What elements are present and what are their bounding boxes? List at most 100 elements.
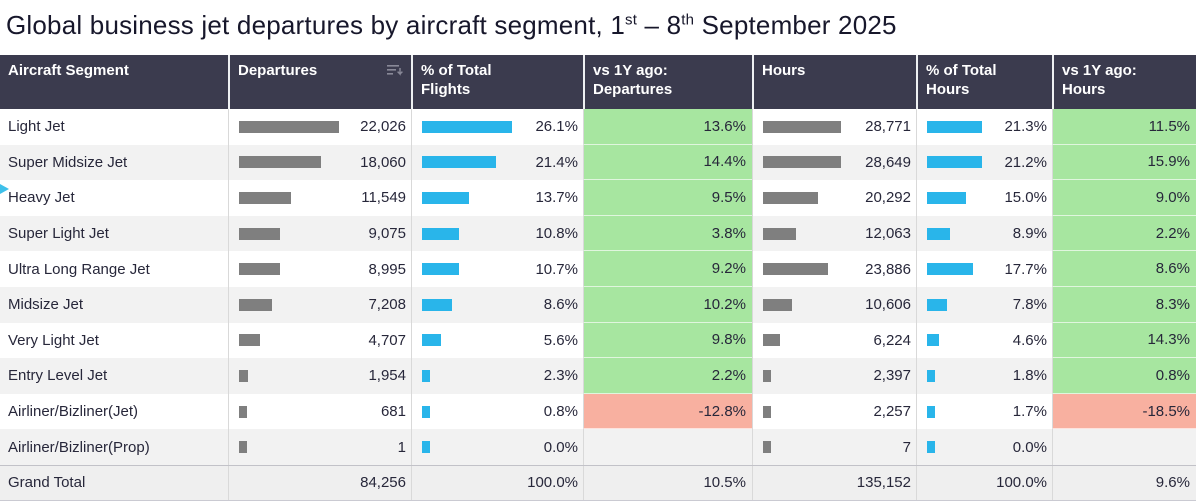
title-superscript: st: [625, 11, 638, 29]
grand-total-vs-departures-cell: 10.5%: [583, 465, 752, 500]
table-row[interactable]: Entry Level Jet 1,954 2.3% 2.2% 2,397 1.8% 0.8…: [0, 358, 1196, 394]
vs-1y-hours-cell-value: -18.5%: [1142, 402, 1190, 420]
table-row[interactable]: Midsize Jet 7,208 8.6% 10.2% 10,606 7.8% 8.3%: [0, 286, 1196, 323]
table-row[interactable]: Light Jet 22,026 26.1% 13.6% 28,771 21.3% 11.5…: [0, 109, 1196, 145]
column-header-vs-1y-departures[interactable]: vs 1Y ago: Departures: [583, 55, 752, 109]
pct-total-flights-value: 10.8%: [535, 225, 578, 243]
pct-total-hours-value: 15.0%: [1004, 189, 1047, 207]
column-header-aircraft-segment[interactable]: Aircraft Segment: [8, 62, 129, 79]
column-header-departures[interactable]: Departures: [228, 55, 411, 109]
departures-cell-bar: [239, 405, 247, 418]
column-header-pct-total-flights[interactable]: % of Total Flights: [411, 55, 583, 109]
pct-total-hours-cell-bar: [927, 120, 982, 133]
pct-total-hours-value: 4.6%: [1012, 331, 1047, 349]
hours-value: 20,292: [865, 189, 911, 207]
departures-value: 4,707: [368, 331, 406, 349]
pct-total-flights-value: 13.7%: [535, 189, 578, 207]
vs-1y-hours-cell: 0.8%: [1052, 358, 1196, 394]
segment-label-cell: Airliner/Bizliner(Jet): [0, 394, 228, 430]
pct-total-flights-value: 8.6%: [543, 296, 578, 314]
pct-total-flights-value: 0.0%: [543, 438, 578, 456]
departures-cell: 1,954: [228, 358, 411, 394]
pct-total-flights-cell-bar: [422, 263, 459, 276]
grand-total-pct-flights-value: 100.0%: [527, 474, 578, 492]
hours-cell-bar: [763, 191, 818, 204]
departures-cell-bar: [239, 263, 280, 276]
vs-1y-departures-cell-value: 3.8%: [711, 224, 746, 242]
grand-total-pct-flights-cell: 100.0%: [411, 465, 583, 500]
pct-total-hours-value: 0.0%: [1012, 438, 1047, 456]
pct-total-flights-cell: 21.4%: [411, 144, 583, 181]
pct-total-flights-value: 5.6%: [543, 331, 578, 349]
vs-1y-departures-cell: 9.5%: [583, 180, 752, 216]
pct-total-hours-cell: 21.3%: [916, 109, 1052, 145]
table-row[interactable]: Super Midsize Jet 18,060 21.4% 14.4% 28,649 2…: [0, 144, 1196, 181]
table-row[interactable]: Airliner/Bizliner(Prop) 1 0.0% 7 0.0%: [0, 429, 1196, 465]
hours-cell: 28,771: [752, 109, 916, 145]
departures-cell-bar: [239, 298, 272, 311]
vs-1y-hours-cell: [1052, 429, 1196, 465]
hours-cell-bar: [763, 441, 771, 454]
departures-cell: 4,707: [228, 322, 411, 359]
segment-label-cell: Very Light Jet: [0, 323, 228, 359]
hours-cell: 12,063: [752, 215, 916, 252]
vs-1y-departures-cell-value: 9.2%: [711, 260, 746, 278]
pct-total-flights-cell: 2.3%: [411, 358, 583, 394]
grand-total-hours-cell: 135,152: [752, 465, 916, 500]
vs-1y-hours-cell-value: 9.0%: [1155, 188, 1190, 206]
departures-cell: 7,208: [228, 286, 411, 323]
departures-value: 11,549: [361, 189, 406, 207]
pct-total-flights-cell: 0.0%: [411, 429, 583, 465]
grand-total-row: Grand Total 84,256 100.0% 10.5% 135,152 100.0…: [0, 464, 1196, 501]
table-row[interactable]: Ultra Long Range Jet 8,995 10.7% 9.2% 23,886…: [0, 251, 1196, 287]
table-row[interactable]: Very Light Jet 4,707 5.6% 9.8% 6,224 4.6% 14.3…: [0, 322, 1196, 359]
column-header-pct-total-hours[interactable]: % of Total Hours: [916, 55, 1052, 109]
pct-total-flights-value: 2.3%: [543, 367, 578, 385]
departures-cell: 18,060: [228, 144, 411, 181]
departures-cell-bar: [239, 334, 260, 347]
departures-value: 18,060: [360, 153, 406, 171]
pct-total-hours-value: 17.7%: [1004, 260, 1047, 278]
departures-value: 8,995: [368, 260, 406, 278]
hours-cell: 2,257: [752, 393, 916, 430]
vs-1y-departures-cell-value: 10.2%: [703, 295, 746, 313]
hours-cell-bar: [763, 227, 796, 240]
column-header-vs-1y-hours[interactable]: vs 1Y ago: Hours: [1052, 55, 1196, 109]
hours-cell: 23,886: [752, 251, 916, 287]
vs-1y-departures-cell: 2.2%: [583, 358, 752, 394]
pct-total-hours-cell-bar: [927, 263, 973, 276]
column-header-hours[interactable]: Hours: [752, 55, 916, 109]
hours-cell-bar: [763, 334, 780, 347]
vs-1y-departures-cell-value: 2.2%: [711, 366, 746, 384]
departures-value: 1,954: [368, 367, 406, 385]
hours-cell-bar: [763, 298, 792, 311]
table-body: Light Jet 22,026 26.1% 13.6% 28,771 21.3% 11.5…: [0, 109, 1196, 465]
vs-1y-hours-cell: 9.0%: [1052, 180, 1196, 216]
vs-1y-departures-cell: -12.8%: [583, 393, 752, 430]
grand-total-pct-hours-value: 100.0%: [996, 474, 1047, 492]
pct-total-flights-cell: 13.7%: [411, 180, 583, 216]
departures-value: 681: [380, 403, 406, 421]
hours-value: 12,063: [865, 225, 911, 243]
pct-total-flights-cell: 0.8%: [411, 393, 583, 430]
table-row[interactable]: Super Light Jet 9,075 10.8% 3.8% 12,063 8.9% 2…: [0, 215, 1196, 252]
grand-total-pct-hours-cell: 100.0%: [916, 465, 1052, 500]
vs-1y-departures-cell: 13.6%: [583, 109, 752, 145]
vs-1y-departures-cell: 9.2%: [583, 251, 752, 287]
pct-total-hours-cell: 1.8%: [916, 358, 1052, 394]
hours-value: 7: [902, 438, 911, 456]
departures-cell: 1: [228, 429, 411, 465]
table-row[interactable]: Heavy Jet 11,549 13.7% 9.5% 20,292 15.0% 9.0%: [0, 180, 1196, 216]
pct-total-flights-value: 10.7%: [535, 260, 578, 278]
vs-1y-departures-cell: 9.8%: [583, 322, 752, 359]
table-row[interactable]: Airliner/Bizliner(Jet) 681 0.8% -12.8% 2,257…: [0, 393, 1196, 430]
vs-1y-hours-cell-value: 11.5%: [1148, 117, 1190, 135]
grand-total-vs-hours-value: 9.6%: [1155, 474, 1190, 492]
pct-total-flights-cell-bar: [422, 120, 512, 133]
vs-1y-hours-cell: 14.3%: [1052, 322, 1196, 359]
segment-label: Ultra Long Range Jet: [8, 260, 150, 278]
departures-cell-bar: [239, 441, 247, 454]
hours-cell: 10,606: [752, 286, 916, 323]
pct-total-hours-value: 1.8%: [1012, 367, 1047, 385]
sort-descending-icon[interactable]: [387, 64, 403, 78]
